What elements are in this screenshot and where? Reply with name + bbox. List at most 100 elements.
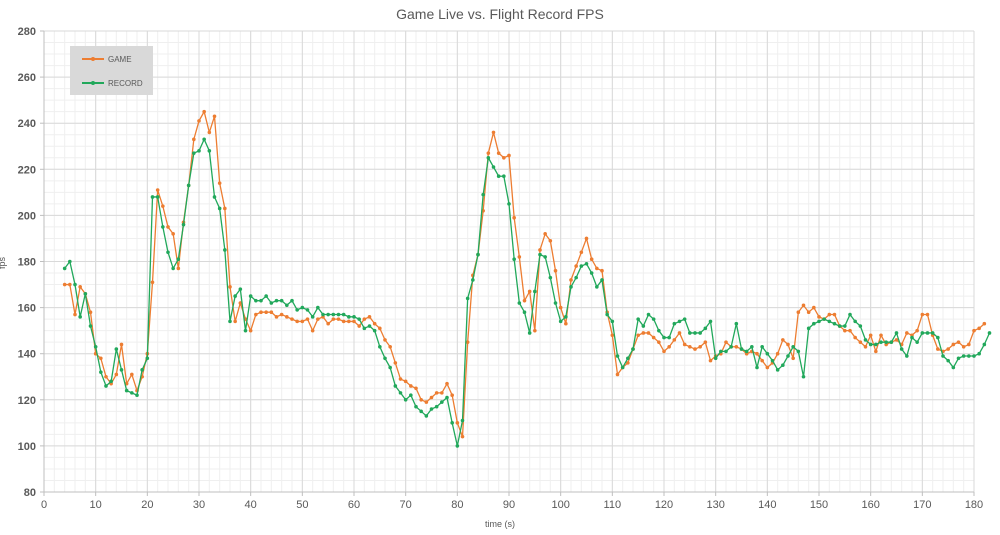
data-point (341, 312, 346, 317)
data-point (233, 294, 237, 298)
data-point (564, 321, 568, 326)
data-point (455, 444, 460, 448)
legend-item-game: GAME (82, 53, 132, 65)
data-point (279, 298, 284, 303)
data-point (657, 340, 661, 344)
data-point (507, 202, 511, 206)
data-point (321, 312, 325, 317)
data-point (703, 326, 708, 331)
data-point (279, 312, 284, 317)
data-point (207, 130, 212, 135)
data-point (290, 298, 294, 303)
data-point (667, 335, 671, 340)
data-point (853, 335, 857, 340)
x-tick-label: 60 (348, 499, 360, 511)
data-point (331, 317, 336, 321)
data-point (688, 331, 692, 335)
data-point (781, 338, 785, 342)
data-point (197, 149, 201, 153)
data-point (832, 312, 837, 317)
data-point (982, 342, 987, 347)
y-tick-label: 140 (18, 349, 36, 361)
data-point (383, 338, 387, 342)
data-point (285, 303, 289, 308)
data-point (584, 262, 589, 266)
data-point (202, 137, 206, 142)
data-point (130, 372, 134, 377)
data-point (310, 328, 315, 333)
data-point (378, 326, 382, 331)
data-point (285, 315, 289, 319)
data-point (615, 372, 620, 377)
data-point (688, 344, 692, 349)
data-point (693, 331, 697, 335)
data-point (951, 365, 956, 370)
data-point (538, 252, 542, 257)
data-point (801, 374, 806, 379)
data-point (605, 312, 609, 317)
data-point (502, 174, 506, 179)
chart-title: Game Live vs. Flight Record FPS (396, 6, 604, 22)
data-point (863, 338, 868, 342)
data-point (161, 225, 165, 229)
data-point (414, 386, 418, 391)
data-point (812, 321, 816, 326)
data-point (961, 354, 966, 358)
x-tick-label: 70 (400, 499, 412, 511)
data-point (212, 114, 217, 119)
data-point (88, 310, 93, 315)
data-point (300, 319, 305, 324)
data-point (734, 321, 739, 326)
data-point (171, 232, 175, 236)
data-point (956, 356, 961, 361)
data-point (192, 137, 196, 142)
data-point (290, 317, 294, 321)
data-point (641, 331, 646, 335)
data-point (517, 301, 522, 305)
data-point (130, 391, 134, 395)
data-point (548, 238, 553, 243)
data-point (155, 195, 160, 199)
data-point (677, 319, 682, 324)
data-point (119, 368, 124, 372)
data-point (331, 312, 336, 317)
data-point (491, 130, 496, 135)
data-point (930, 331, 935, 335)
data-point (600, 278, 604, 282)
data-point (264, 294, 268, 298)
data-point (610, 333, 615, 338)
data-point (419, 398, 423, 402)
data-point (455, 421, 460, 425)
data-point (682, 317, 687, 321)
x-tick-label: 150 (810, 499, 828, 511)
data-point (925, 312, 930, 317)
data-point (73, 282, 77, 287)
legend-item-record: RECORD (82, 77, 143, 89)
x-tick-label: 120 (655, 499, 673, 511)
data-point (347, 315, 351, 319)
data-point (843, 328, 847, 333)
data-point (646, 331, 651, 335)
data-point (806, 326, 811, 331)
data-point (207, 149, 212, 153)
data-point (595, 266, 599, 271)
data-point (429, 407, 434, 411)
data-point (662, 349, 666, 354)
data-point (476, 252, 480, 257)
data-point (703, 340, 708, 344)
data-point (600, 268, 604, 273)
data-point (326, 321, 330, 326)
data-point (760, 358, 764, 363)
data-point (192, 151, 196, 155)
legend-label-game: GAME (108, 54, 132, 64)
data-point (781, 363, 785, 368)
data-point (765, 365, 770, 370)
data-point (445, 381, 449, 386)
data-point (977, 351, 981, 356)
data-point (362, 326, 367, 331)
data-point (114, 372, 119, 377)
data-point (569, 285, 573, 289)
data-point (636, 317, 640, 321)
data-point (548, 275, 553, 280)
data-point (465, 296, 470, 301)
